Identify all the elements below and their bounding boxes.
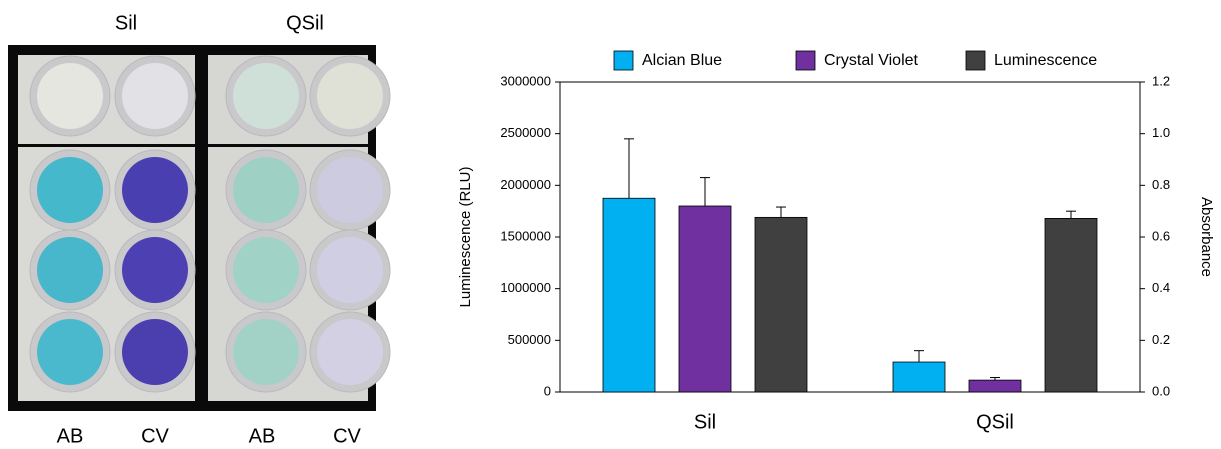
well-content	[37, 319, 103, 385]
well-content	[122, 237, 188, 303]
y2-tick-label: 0.8	[1152, 177, 1170, 192]
plate-label: CV	[141, 425, 169, 447]
plate-photo: Sil QSil AB CV AB CV	[8, 12, 390, 447]
bar	[969, 380, 1021, 392]
x-tick-label: QSil	[976, 411, 1014, 433]
bar	[679, 206, 731, 392]
y-tick-label: 1000000	[500, 280, 551, 295]
x-tick-label: Sil	[694, 411, 716, 433]
plate-label: AB	[57, 425, 84, 447]
y-tick-label: 0	[544, 383, 551, 398]
well-content	[233, 319, 299, 385]
legend-swatch	[614, 51, 633, 70]
y-tick-label: 3000000	[500, 73, 551, 88]
well-content	[122, 319, 188, 385]
plate-divider	[8, 144, 376, 147]
y2-tick-label: 1.2	[1152, 73, 1170, 88]
chart: Luminescence (RLU) Absorbance 0 500000 100…	[457, 51, 1215, 433]
well-content	[317, 63, 383, 129]
y2-tick-label: 0.2	[1152, 332, 1170, 347]
plate-label: AB	[249, 425, 276, 447]
plate-label: CV	[333, 425, 361, 447]
y-tick-label: 2500000	[500, 125, 551, 140]
well-content	[233, 237, 299, 303]
well-content	[233, 157, 299, 223]
legend-label: Luminescence	[994, 52, 1097, 69]
legend-label: Alcian Blue	[642, 52, 722, 69]
legend-swatch	[966, 51, 985, 70]
y-tick-label: 500000	[508, 332, 551, 347]
bar	[755, 217, 807, 392]
y2-tick-label: 0.6	[1152, 228, 1170, 243]
bar	[893, 362, 945, 392]
y-tick-label: 2000000	[500, 177, 551, 192]
well-content	[37, 157, 103, 223]
well-content	[317, 157, 383, 223]
legend-swatch	[796, 51, 815, 70]
bar	[603, 198, 655, 392]
y2-tick-label: 0.4	[1152, 280, 1170, 295]
plate-label: QSil	[286, 12, 324, 34]
well-content	[37, 237, 103, 303]
y2-tick-label: 0.0	[1152, 383, 1170, 398]
well-content	[317, 319, 383, 385]
plate-label: Sil	[115, 12, 137, 34]
y2-tick-label: 1.0	[1152, 125, 1170, 140]
legend-label: Crystal Violet	[824, 52, 919, 69]
y2-axis-title: Absorbance	[1198, 197, 1215, 277]
well-content	[317, 237, 383, 303]
y-tick-label: 1500000	[500, 228, 551, 243]
bar	[1045, 218, 1097, 392]
y-axis-title: Luminescence (RLU)	[457, 167, 474, 308]
well-content	[122, 157, 188, 223]
figure: Sil QSil AB CV AB CV Luminescence (RLU) …	[0, 0, 1221, 449]
well-content	[37, 63, 103, 129]
well-content	[122, 63, 188, 129]
well-content	[233, 63, 299, 129]
